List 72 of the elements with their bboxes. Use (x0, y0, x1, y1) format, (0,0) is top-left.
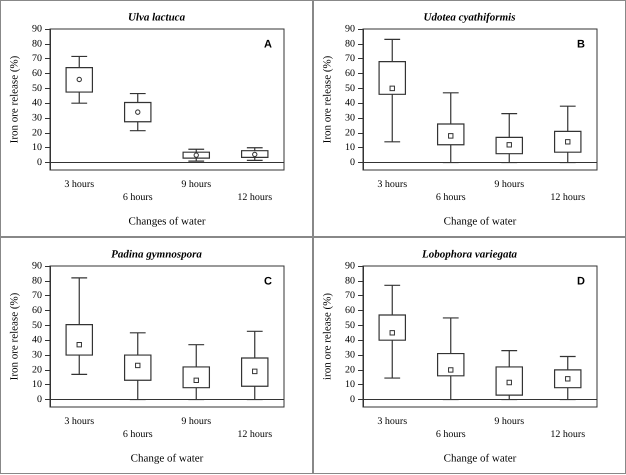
y-tick-label: 70 (345, 290, 355, 302)
x-tick-label: 12 hours (550, 192, 586, 203)
y-tick-label: 60 (345, 68, 355, 80)
y-tick-label: 50 (345, 320, 355, 331)
y-tick-label: 40 (345, 334, 355, 346)
y-axis-title: Iron ore release (%) (8, 55, 20, 144)
y-tick-label: 70 (345, 53, 355, 64)
y-tick-label: 0 (350, 157, 355, 168)
y-tick-label: 20 (345, 364, 355, 376)
y-tick-label: 30 (345, 350, 355, 361)
y-tick-label: 90 (345, 260, 355, 272)
x-tick-label: 9 hours (181, 416, 212, 427)
annotation: D (577, 276, 586, 288)
y-tick-label: 20 (345, 127, 355, 138)
annotation: A (264, 38, 272, 50)
y-tick-label: 60 (345, 305, 355, 316)
y-tick-label: 10 (32, 379, 42, 390)
y-tick-label: 40 (345, 98, 355, 109)
annotation: C (264, 276, 272, 288)
chart-title: Ulva lactuca (128, 12, 186, 24)
x-tick-label: 6 hours (436, 192, 466, 203)
y-tick-label: 60 (32, 305, 42, 316)
x-tick-label: 12 hours (550, 429, 586, 440)
x-axis-title: Change of water (130, 452, 204, 464)
y-tick-label: 50 (32, 82, 42, 94)
y-tick-label: 90 (345, 24, 355, 34)
x-tick-label: 3 hours (64, 416, 94, 427)
y-tick-label: 0 (350, 394, 355, 406)
y-axis-title: iron ore release (%) (322, 292, 334, 380)
y-tick-label: 10 (345, 142, 355, 154)
y-tick-label: 10 (32, 142, 42, 154)
y-tick-label: 50 (32, 320, 42, 331)
x-tick-label: 3 hours (377, 179, 408, 190)
y-tick-label: 40 (32, 98, 42, 109)
x-tick-label: 6 hours (436, 429, 466, 440)
y-tick-label: 10 (345, 379, 355, 390)
x-tick-label: 12 hours (237, 429, 272, 440)
x-tick-label: 6 hours (122, 192, 153, 203)
y-tick-label: 50 (345, 82, 355, 94)
x-axis-title: Change of water (444, 216, 517, 228)
chart-title: Padina gymnospora (111, 248, 202, 260)
x-tick-label: 3 hours (377, 416, 408, 427)
x-tick-label: 9 hours (494, 179, 524, 190)
y-tick-label: 90 (32, 24, 42, 34)
chart-title: Lobophora variegata (420, 248, 518, 260)
x-tick-label: 9 hours (181, 179, 212, 190)
y-tick-label: 20 (32, 364, 42, 376)
y-tick-label: 0 (37, 394, 42, 406)
x-tick-label: 12 hours (237, 192, 272, 203)
y-tick-label: 90 (32, 260, 42, 272)
x-tick-label: 3 hours (64, 179, 94, 190)
y-tick-label: 30 (32, 350, 42, 361)
y-tick-label: 40 (32, 334, 42, 346)
y-axis-title: Iron ore release (%) (8, 292, 20, 380)
x-axis-title: Change of water (444, 452, 517, 464)
y-tick-label: 80 (32, 38, 42, 50)
y-tick-label: 0 (37, 157, 42, 168)
y-tick-label: 70 (32, 290, 42, 302)
y-tick-label: 60 (32, 68, 42, 80)
x-axis-title: Changes of water (128, 216, 206, 228)
y-tick-label: 30 (32, 112, 42, 124)
y-tick-label: 70 (32, 53, 42, 64)
y-tick-label: 30 (345, 112, 355, 124)
x-tick-label: 6 hours (122, 429, 153, 440)
x-tick-label: 9 hours (494, 416, 524, 427)
y-axis-title: Iron ore release (%) (322, 55, 334, 144)
chart-title: Udotea cyathiformis (424, 12, 516, 24)
annotation: B (577, 38, 586, 50)
y-tick-label: 80 (32, 275, 42, 286)
y-tick-label: 20 (32, 127, 42, 138)
y-tick-label: 80 (345, 38, 355, 50)
y-tick-label: 80 (345, 275, 355, 286)
